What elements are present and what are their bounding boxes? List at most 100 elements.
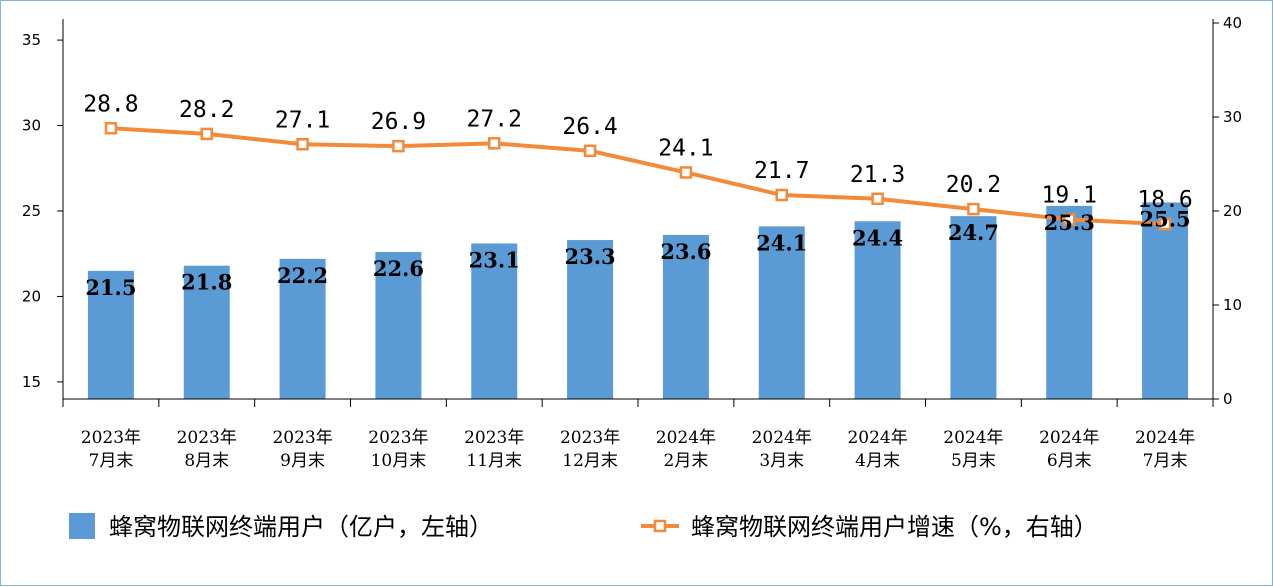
line-data-label: 27.1 (275, 107, 330, 133)
growth-line (110, 126, 1166, 227)
legend-bar-label: 蜂窝物联网终端用户（亿户，左轴） (109, 513, 493, 541)
bar (279, 258, 326, 399)
line-data-label: 27.2 (467, 106, 522, 132)
x-tick-label-line: 9月末 (280, 451, 325, 471)
x-tick-label: 2024年 2月末 (656, 428, 716, 471)
line-point (967, 202, 980, 216)
line-point (200, 127, 213, 141)
bar (950, 216, 997, 399)
line-data-label: 26.9 (371, 109, 426, 135)
bar-data-label: 25.5 (1140, 206, 1191, 231)
x-tick-label-line: 11月末 (466, 451, 522, 471)
legend: 蜂窝物联网终端用户（亿户，左轴） 蜂窝物联网终端用户增速（%，右轴） (69, 513, 1098, 541)
line-point (296, 138, 309, 151)
bar-data-label: 24.1 (756, 230, 807, 255)
x-tick-label-line: 2023年 (81, 428, 141, 448)
bar (183, 265, 230, 399)
x-tick-label-line: 2024年 (943, 428, 1003, 448)
bar-data-label: 25.3 (1044, 210, 1095, 235)
bar-data-label: 24.7 (948, 220, 999, 245)
y-tick-label-right: 0 (1223, 390, 1233, 408)
x-tick-label-line: 6月末 (1047, 451, 1092, 471)
line-point (1158, 217, 1172, 231)
bar-data-label: 22.2 (277, 263, 328, 288)
line-point (583, 144, 597, 158)
y-tick-label-right: 20 (1223, 202, 1242, 220)
x-tick-label-line: 12月末 (562, 451, 618, 471)
line-point (679, 166, 693, 179)
x-tick-label-line: 2024年 (752, 428, 812, 448)
bar-series (87, 202, 1189, 399)
y-tick-label-right: 30 (1223, 108, 1242, 126)
legend-bar-swatch (69, 513, 95, 539)
x-tick-label-line: 2024年 (1039, 428, 1099, 448)
bar (471, 243, 518, 399)
y-tick-label-left: 30 (22, 117, 41, 135)
x-tick-label-line: 2024年 (1135, 428, 1195, 448)
line-data-label: 18.6 (1137, 187, 1192, 213)
x-tick-label-line: 2023年 (368, 428, 428, 448)
x-tick-label-line: 4月末 (855, 451, 900, 471)
x-tick-label-line: 5月末 (951, 451, 996, 471)
x-tick-label-line: 8月末 (184, 451, 229, 471)
line-data-label: 28.8 (83, 91, 138, 117)
x-tick-label: 2023年 7月末 (81, 428, 141, 471)
x-tick-label-line: 2月末 (664, 451, 709, 471)
y-tick-label-left: 35 (22, 31, 41, 49)
legend-line-label: 蜂窝物联网终端用户增速（%，右轴） (691, 513, 1098, 541)
x-tick-label-line: 7月末 (1143, 451, 1188, 471)
y-tick-label-right: 40 (1223, 14, 1242, 32)
x-tick-label-line: 2024年 (847, 428, 907, 448)
data-labels: 21.5 21.8 22.2 22.6 23.1 23.3 23.6 24.1 24.4 24.7… (83, 91, 1193, 300)
x-tick-label: 2024年 5月末 (943, 428, 1003, 471)
line-point (488, 137, 501, 150)
bar (758, 226, 805, 399)
x-tick-label: 2024年 4月末 (847, 428, 907, 471)
x-tick-label: 2023年 8月末 (177, 428, 237, 471)
x-tick-label: 2023年 12月末 (560, 428, 620, 471)
bar-data-label: 23.6 (660, 239, 711, 264)
line-data-label: 20.2 (946, 172, 1001, 198)
x-tick-label-line: 2023年 (272, 428, 332, 448)
bar (87, 270, 134, 399)
bar-data-label: 23.1 (469, 247, 520, 272)
line-data-label: 28.2 (179, 97, 234, 123)
bar-data-label: 21.8 (181, 270, 232, 295)
line-point (775, 188, 788, 202)
x-tick-label-line: 7月末 (89, 451, 134, 471)
x-tick-label-line: 3月末 (759, 451, 804, 471)
x-tick-label-line: 2023年 (464, 428, 524, 448)
bar-data-label: 22.6 (373, 256, 424, 281)
bar (567, 240, 614, 399)
legend-line-marker (653, 519, 667, 533)
x-tick-label: 2023年 9月末 (272, 428, 332, 471)
bar (854, 221, 901, 399)
bar (375, 252, 422, 399)
line-point (1063, 213, 1076, 226)
x-tick-label: 2024年 7月末 (1135, 428, 1195, 471)
x-tick-label-line: 2023年 (560, 428, 620, 448)
bar-data-label: 23.3 (565, 244, 616, 269)
line-series (104, 122, 1172, 231)
x-tick-label: 2023年 11月末 (464, 428, 524, 471)
x-tick-label-line: 10月末 (371, 451, 427, 471)
line-data-label: 26.4 (562, 114, 617, 140)
bar (1142, 202, 1189, 399)
line-point (104, 122, 118, 135)
x-tick-label: 2023年 10月末 (368, 428, 428, 471)
x-tick-label: 2024年 6月末 (1039, 428, 1099, 471)
line-data-label: 21.3 (850, 162, 905, 188)
bar-data-label: 24.4 (852, 225, 903, 250)
x-tick-label-line: 2024年 (656, 428, 716, 448)
bar (662, 234, 709, 399)
line-point (871, 192, 884, 206)
y-tick-label-left: 20 (22, 287, 41, 305)
x-tick-label-line: 2023年 (177, 428, 237, 448)
line-data-label: 19.1 (1042, 182, 1097, 208)
y-tick-label-left: 25 (22, 202, 41, 220)
bar (1046, 205, 1093, 399)
line-data-label: 24.1 (658, 135, 713, 161)
